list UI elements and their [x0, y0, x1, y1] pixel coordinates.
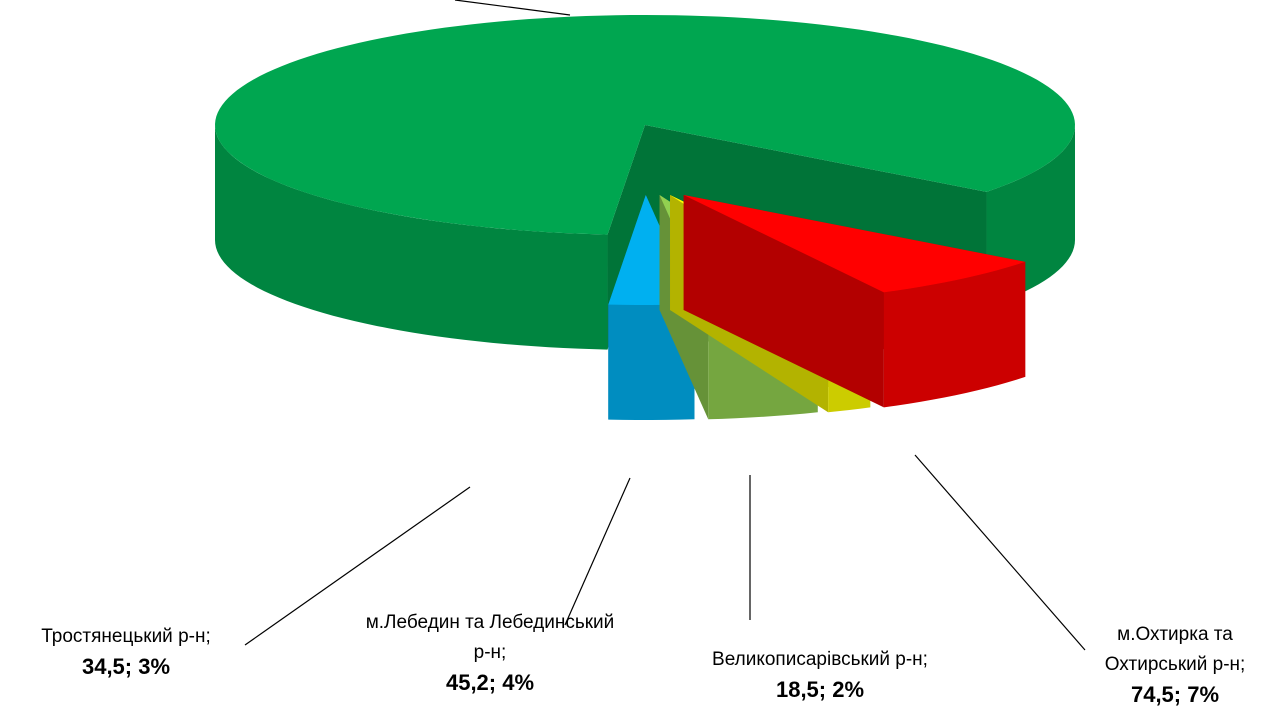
slice	[215, 15, 1075, 235]
value-label: 45,2; 4%	[445, 670, 535, 695]
category-label: Великописарівський р-н;	[712, 649, 928, 670]
category-label: м.Охтирка та Охтирський р-н;	[1104, 624, 1246, 675]
value-label: 18,5; 2%	[775, 677, 865, 702]
leader-lines	[244, 0, 1086, 651]
label: м.Охтирка та Охтирський р-н; 74,5; 7%	[1080, 620, 1270, 710]
label: Тростянецький р-н; 34,5; 3%	[10, 622, 242, 682]
pie	[215, 15, 1075, 420]
leader-line	[244, 486, 471, 646]
value-label: 74,5; 7%	[1130, 682, 1220, 707]
leader-line	[564, 477, 631, 626]
category-label: Тростянецький р-н;	[41, 626, 211, 647]
value-label: 34,5; 3%	[81, 654, 171, 679]
slice-side	[215, 125, 608, 350]
leader-line	[454, 0, 571, 16]
slice	[683, 195, 1026, 293]
category-label: м.Лебедин та Лебединський р-н;	[365, 612, 615, 663]
slice-side	[683, 195, 884, 408]
label: м.Лебедин та Лебединський р-н; 45,2; 4%	[365, 608, 615, 698]
leader-line	[914, 454, 1086, 651]
label: Великописарівський р-н; 18,5; 2%	[690, 645, 950, 707]
slice-side	[883, 261, 1026, 408]
